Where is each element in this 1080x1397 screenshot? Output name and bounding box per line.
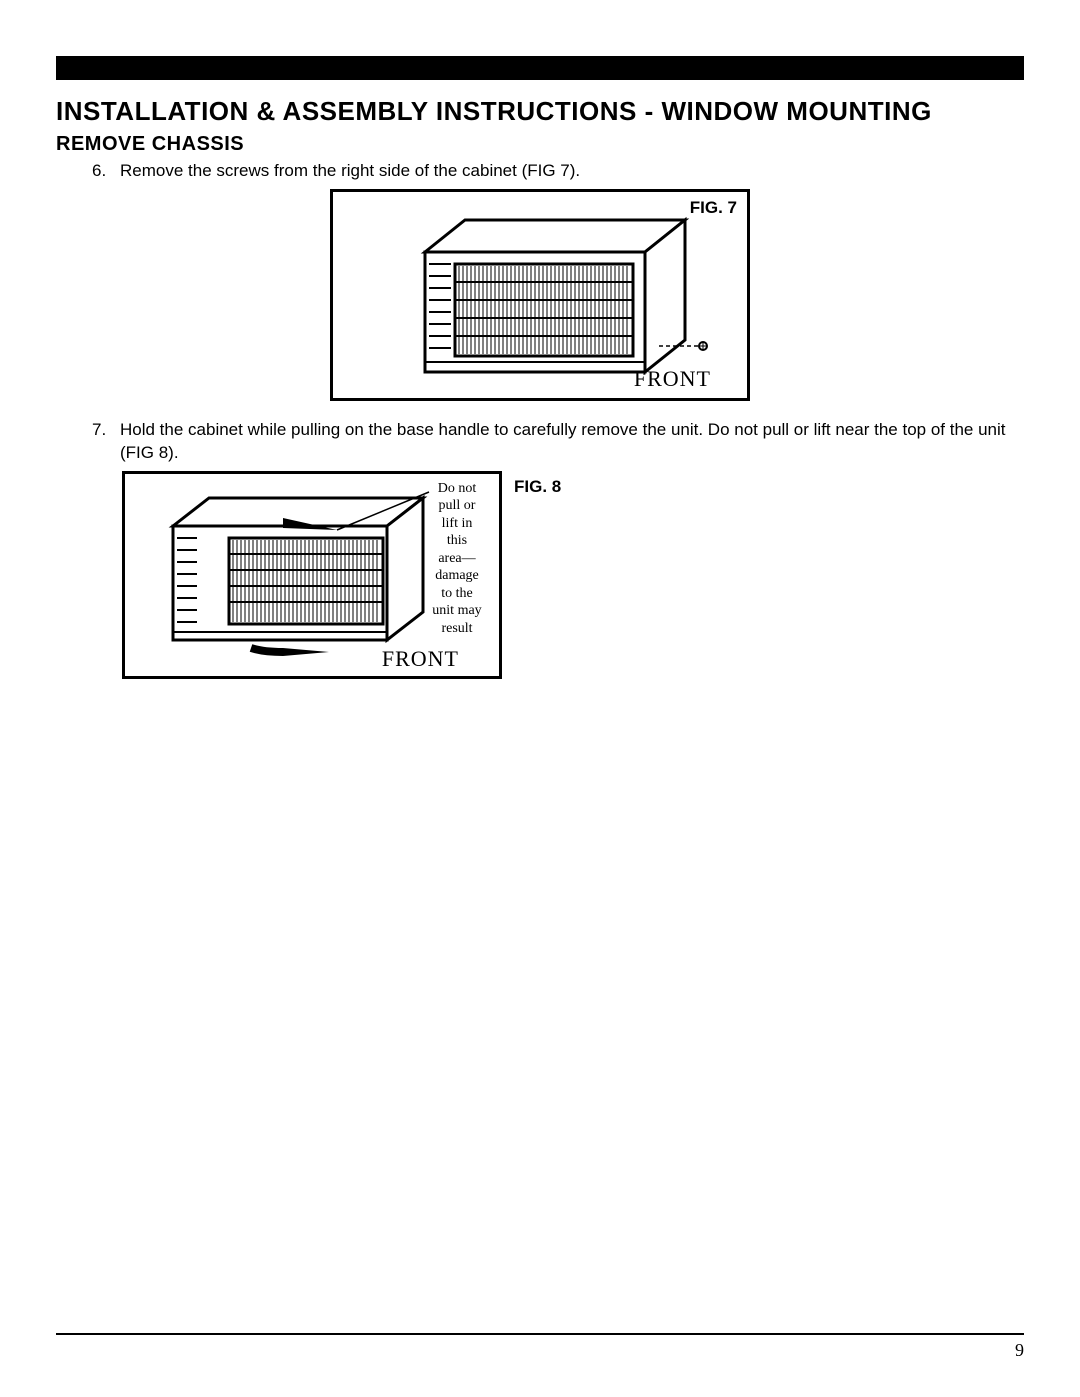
header-bar — [56, 56, 1024, 80]
figure-8-label: FIG. 8 — [514, 477, 561, 497]
warn-line: area— — [425, 550, 489, 568]
step-7: 7. Hold the cabinet while pulling on the… — [92, 419, 1024, 465]
step-7-number: 7. — [92, 419, 120, 465]
section-subtitle: REMOVE CHASSIS — [56, 133, 1024, 156]
figure-7-box: FIG. 7 — [330, 189, 750, 401]
warn-line: Do not — [425, 480, 489, 498]
step-7-text: Hold the cabinet while pulling on the ba… — [120, 419, 1024, 465]
step-6-number: 6. — [92, 160, 120, 183]
figure-8-box: Do not pull or lift in this area— damage… — [122, 471, 502, 679]
figure-8-warning-text: Do not pull or lift in this area— damage… — [425, 480, 489, 638]
step-6: 6. Remove the screws from the right side… — [92, 160, 1024, 183]
step-6-text: Remove the screws from the right side of… — [120, 160, 1024, 183]
figure-8-row: Do not pull or lift in this area— damage… — [122, 471, 1024, 679]
warn-line: unit may — [425, 602, 489, 620]
warn-line: to the — [425, 585, 489, 603]
figure-8-front-label: FRONT — [382, 646, 459, 672]
page: INSTALLATION & ASSEMBLY INSTRUCTIONS - W… — [0, 0, 1080, 1397]
footer-rule — [56, 1333, 1024, 1335]
page-number: 9 — [1015, 1340, 1024, 1361]
warn-line: pull or — [425, 497, 489, 515]
figure-7-diagram — [347, 206, 739, 392]
warn-line: this — [425, 532, 489, 550]
figure-7-front-label: FRONT — [634, 366, 711, 392]
warn-line: result — [425, 620, 489, 638]
warn-line: damage — [425, 567, 489, 585]
page-title: INSTALLATION & ASSEMBLY INSTRUCTIONS - W… — [56, 96, 1024, 127]
figure-7-container: FIG. 7 — [56, 189, 1024, 401]
warn-line: lift in — [425, 515, 489, 533]
